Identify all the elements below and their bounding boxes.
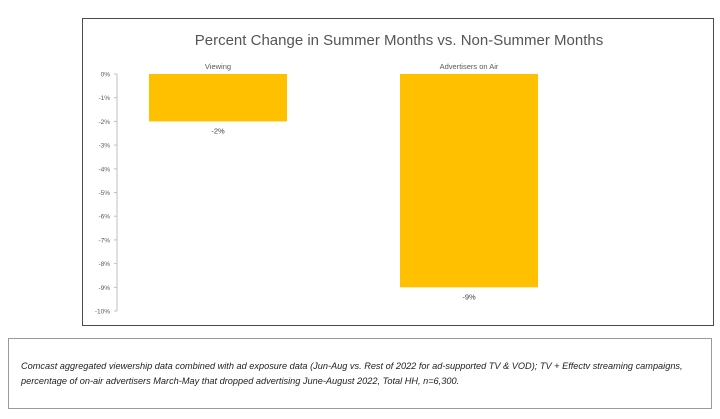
data-label: -2% [211, 126, 225, 135]
y-tick-label: -5% [98, 190, 110, 197]
category-label: Viewing [205, 62, 231, 71]
y-tick-label: -1% [98, 95, 110, 102]
y-tick-label: -10% [95, 309, 110, 316]
bar [400, 74, 538, 288]
y-tick-label: -8% [98, 261, 110, 268]
y-tick-label: -9% [98, 285, 110, 292]
bars: Viewing -2% Advertisers on Air -9% [149, 62, 538, 301]
y-tick-label: -7% [98, 237, 110, 244]
caption-text: Comcast aggregated viewership data combi… [21, 361, 683, 386]
data-label: -9% [462, 292, 476, 301]
category-label: Advertisers on Air [440, 62, 499, 71]
y-tick-label: -6% [98, 214, 110, 221]
y-tick-label: -4% [98, 166, 110, 173]
bar [149, 74, 287, 122]
y-tick-label: -2% [98, 119, 110, 126]
caption-box: Comcast aggregated viewership data combi… [8, 338, 712, 409]
chart-frame: Percent Change in Summer Months vs. Non-… [82, 18, 714, 326]
y-tick-label: -3% [98, 143, 110, 150]
y-tick-label: 0% [101, 72, 111, 79]
bar-chart: Percent Change in Summer Months vs. Non-… [95, 32, 604, 316]
y-axis: 0% -1% -2% -3% -4% -5% -6% -7% -8% -9% -10% [95, 72, 118, 316]
chart-title: Percent Change in Summer Months vs. Non-… [195, 32, 604, 49]
